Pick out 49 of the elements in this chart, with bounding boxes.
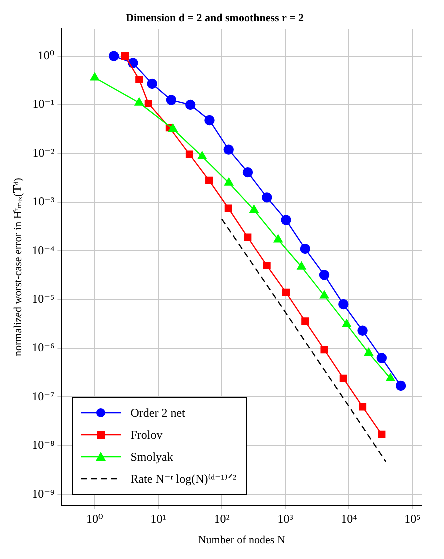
point bbox=[319, 270, 330, 280]
x-tick-label: 10² bbox=[214, 512, 230, 526]
y-tick-label: 10⁻⁴ bbox=[32, 243, 55, 258]
point bbox=[206, 176, 214, 184]
x-tick-label: 10⁴ bbox=[341, 512, 358, 526]
y-tick-label: 10⁻⁹ bbox=[32, 486, 55, 501]
point bbox=[282, 288, 290, 296]
y-tick-label: 10⁻¹ bbox=[32, 97, 56, 112]
point bbox=[166, 95, 177, 106]
point bbox=[147, 78, 158, 90]
y-tick-label: 10⁻² bbox=[32, 146, 56, 160]
x-tick-label: 10⁰ bbox=[86, 512, 104, 526]
y-tick-label: 10⁰ bbox=[38, 48, 55, 62]
legend-label: Frolov bbox=[130, 428, 163, 443]
point bbox=[224, 204, 232, 212]
point bbox=[338, 299, 349, 310]
legend-label: Smolyak bbox=[130, 450, 174, 465]
point bbox=[108, 51, 120, 62]
legend-label: Rate N⁻ʳ log(N)⁽ᵈ⁻¹⁾ᐟ² bbox=[130, 472, 236, 487]
legend-label: Order 2 net bbox=[130, 406, 186, 421]
y-tick-label: 10⁻⁵ bbox=[32, 292, 55, 306]
chart-title: Dimension d = 2 and smoothness r = 2 bbox=[126, 12, 304, 24]
y-tick-label: 10⁻⁶ bbox=[32, 340, 55, 355]
x-tick-label: 10⁵ bbox=[404, 512, 421, 526]
point bbox=[302, 318, 310, 326]
point bbox=[281, 215, 292, 226]
point bbox=[224, 144, 234, 155]
point bbox=[376, 353, 388, 364]
x-tick-label: 10¹ bbox=[150, 512, 167, 526]
point bbox=[262, 192, 272, 203]
point bbox=[378, 430, 386, 438]
point bbox=[359, 403, 367, 411]
y-tick-label: 10⁻³ bbox=[32, 194, 56, 209]
point bbox=[186, 150, 194, 158]
point bbox=[204, 115, 215, 126]
point bbox=[300, 244, 310, 254]
point bbox=[263, 262, 271, 270]
y-axis-title: normalized worst-case error in H̊ʳₘᵢₓ(𝕋ᵈ) bbox=[12, 178, 24, 357]
y-tick-label: 10⁻⁸ bbox=[32, 438, 55, 452]
point bbox=[186, 100, 196, 110]
x-tick-label: 10³ bbox=[278, 512, 294, 526]
point bbox=[244, 234, 252, 242]
y-tick-label: 10⁻⁷ bbox=[32, 389, 55, 404]
x-axis-title: Number of nodes N bbox=[198, 534, 286, 546]
point bbox=[340, 374, 348, 382]
point bbox=[358, 326, 368, 336]
point bbox=[320, 346, 328, 354]
point bbox=[242, 167, 254, 178]
point bbox=[396, 380, 406, 392]
